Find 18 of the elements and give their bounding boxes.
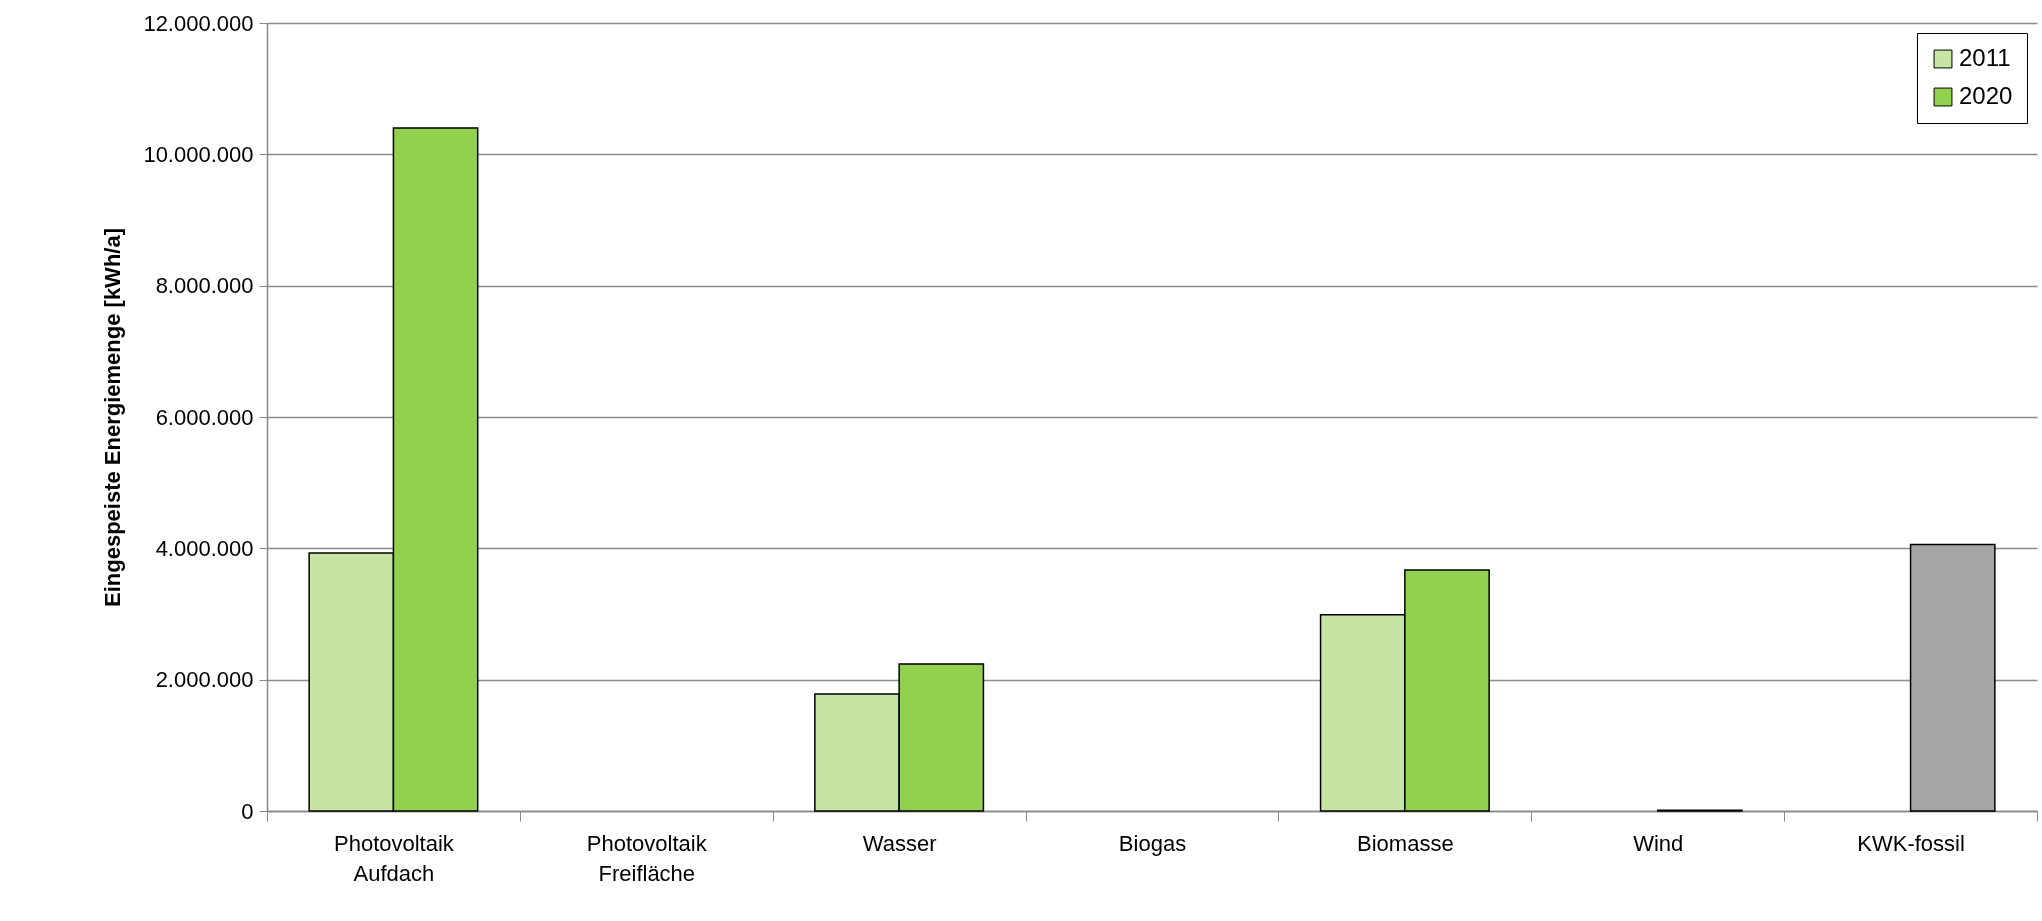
y-tick-label: 6.000.000 [155, 404, 254, 430]
y-tick-label: 0 [241, 798, 254, 824]
x-tick-label: Biomasse [1357, 830, 1454, 856]
x-tick-label: Photovoltaik Freifläche [586, 830, 708, 886]
x-tick-label: Biogas [1118, 830, 1187, 856]
x-tick-label: Wasser [862, 830, 937, 856]
y-axis-title: Eingespeiste Energiemenge [kWh/a] [100, 228, 126, 607]
x-tick-label: Photovoltaik Aufdach [334, 830, 455, 886]
y-tick-label: 2.000.000 [155, 667, 254, 693]
legend-label: 2020 [1959, 82, 2013, 109]
bar [1909, 543, 1996, 812]
y-tick-label: 10.000.000 [143, 141, 254, 167]
legend-label: 2011 [1959, 44, 2011, 71]
x-tick-label: KWK-fossil [1857, 830, 1965, 856]
y-tick-label: 8.000.000 [155, 273, 254, 299]
x-tick-label: Wind [1633, 830, 1684, 856]
y-tick-label: 12.000.000 [143, 10, 254, 36]
y-tick-label: 4.000.000 [155, 535, 254, 561]
